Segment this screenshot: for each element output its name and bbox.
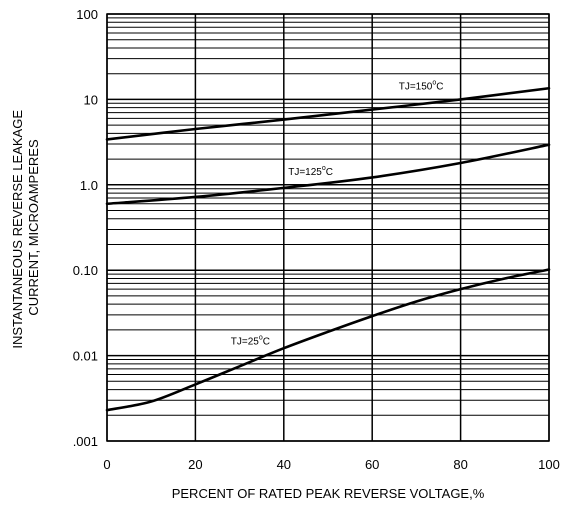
x-tick-label: 20 — [188, 457, 202, 472]
series-label-1: TJ=125oC — [288, 165, 333, 178]
series-curve-0 — [105, 86, 551, 141]
series-label-0: TJ=150oC — [399, 80, 444, 93]
x-tick-labels: 0 20 40 60 80 100 — [103, 457, 559, 472]
y-axis-label: INSTANTANEOUS REVERSE LEAKAGE CURRENT, M… — [10, 106, 41, 348]
y-tick-label: .001 — [73, 434, 98, 449]
y-tick-label: 0.01 — [73, 349, 98, 364]
series-curves — [105, 86, 551, 412]
y-tick-label: 1.0 — [80, 178, 98, 193]
y-tick-labels: .001 0.01 0.10 1.0 10 100 — [73, 7, 98, 449]
minor-gridlines — [107, 17, 549, 416]
y-axis-label-line-2: CURRENT, MICROAMPERES — [26, 139, 41, 316]
y-tick-label: 10 — [84, 92, 98, 107]
y-axis-label-line-1: INSTANTANEOUS REVERSE LEAKAGE — [10, 110, 25, 349]
major-gridlines — [106, 13, 550, 442]
y-tick-label: 0.10 — [73, 263, 98, 278]
x-tick-label: 40 — [277, 457, 291, 472]
x-axis-label: PERCENT OF RATED PEAK REVERSE VOLTAGE,% — [172, 486, 485, 501]
x-tick-label: 0 — [103, 457, 110, 472]
y-tick-label: 100 — [76, 7, 98, 22]
series-labels: TJ=150oC TJ=125oC TJ=25oC — [231, 80, 444, 348]
x-tick-label: 80 — [453, 457, 467, 472]
x-tick-label: 100 — [538, 457, 560, 472]
plot-frame — [106, 13, 550, 442]
series-curve-1 — [105, 143, 551, 206]
series-curve-2 — [105, 268, 551, 412]
series-label-2: TJ=25oC — [231, 334, 270, 347]
x-tick-label: 60 — [365, 457, 379, 472]
